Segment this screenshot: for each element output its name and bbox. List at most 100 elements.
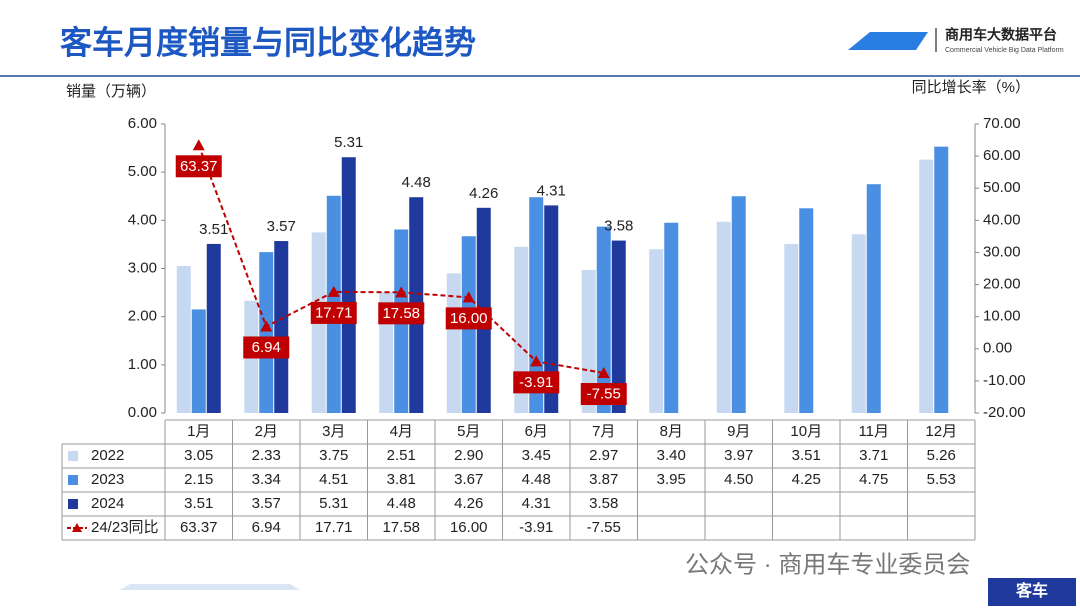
table-cell: 4.75	[859, 471, 888, 488]
y-tick-label: 3.00	[128, 259, 157, 276]
table-cell: 4.51	[319, 471, 348, 488]
x-tick-label: 3月	[322, 423, 345, 440]
bar	[446, 273, 461, 413]
table-cell: 17.71	[315, 519, 353, 536]
line-label-bg	[580, 383, 627, 406]
y-tick-label: 6.00	[128, 115, 157, 132]
x-tick-label: 11月	[858, 423, 889, 440]
table-cell: 3.75	[319, 447, 348, 464]
bar	[731, 196, 746, 413]
line-label: -7.55	[587, 385, 621, 402]
table-cell: 3.81	[387, 471, 416, 488]
legend-swatch	[68, 475, 78, 485]
y-tick-label: 4.00	[128, 211, 157, 228]
table-cell: 4.25	[792, 471, 821, 488]
bar	[544, 205, 559, 413]
line-label: 17.58	[382, 305, 420, 322]
table-cell: 2.97	[589, 447, 618, 464]
table-cell: 3.51	[184, 495, 213, 512]
bar-label: 3.57	[267, 218, 296, 235]
x-tick-label: 7月	[592, 423, 615, 440]
y2-tick-label: 70.00	[983, 115, 1021, 132]
bar	[611, 240, 626, 413]
table-cell: 3.95	[657, 471, 686, 488]
y2-tick-label: -20.00	[983, 404, 1026, 421]
y2-tick-label: 50.00	[983, 179, 1021, 196]
legend-label: 24/23同比	[91, 519, 159, 536]
bar	[596, 226, 611, 413]
line-marker	[192, 139, 205, 151]
table-cell: 3.97	[724, 447, 753, 464]
table-cell: -7.55	[587, 519, 621, 536]
y2-tick-label: 40.00	[983, 211, 1021, 228]
table-cell: 3.71	[859, 447, 888, 464]
y2-tick-label: 10.00	[983, 308, 1021, 325]
table-cell: 5.53	[927, 471, 956, 488]
table-cell: 3.45	[522, 447, 551, 464]
bar	[664, 222, 679, 413]
legend-label: 2024	[91, 495, 124, 512]
x-tick-label: 2月	[255, 423, 278, 440]
bar	[581, 269, 596, 413]
line-marker	[597, 367, 610, 379]
legend-marker	[72, 523, 82, 532]
line-label-bg	[243, 336, 290, 359]
line-marker	[327, 285, 340, 297]
y2-tick-label: 0.00	[983, 340, 1012, 357]
table-cell: 3.58	[589, 495, 618, 512]
footer-decor	[120, 584, 300, 590]
line-label: -3.91	[519, 374, 553, 391]
x-tick-label: 4月	[390, 423, 413, 440]
table-cell: 3.87	[589, 471, 618, 488]
bar-label: 4.48	[402, 174, 431, 191]
bar	[176, 266, 191, 413]
legend-label: 2023	[91, 471, 124, 488]
table-cell: 2.90	[454, 447, 483, 464]
table-cell: 17.58	[382, 519, 420, 536]
y-tick-label: 0.00	[128, 404, 157, 421]
bar	[799, 208, 814, 413]
legend-swatch	[68, 499, 78, 509]
table-cell: 3.05	[184, 447, 213, 464]
logo-mark	[848, 32, 928, 50]
bar	[529, 197, 544, 413]
table-cell: 4.48	[522, 471, 551, 488]
line-label: 17.71	[315, 304, 353, 321]
bar	[716, 221, 731, 413]
line-marker	[395, 286, 408, 298]
legend-swatch	[68, 451, 78, 461]
bar	[274, 241, 289, 413]
bar	[341, 157, 356, 413]
x-tick-label: 10月	[790, 423, 822, 440]
y2-tick-label: -10.00	[983, 372, 1026, 389]
table-cell: 16.00	[450, 519, 488, 536]
line-label-bg	[310, 301, 357, 324]
y-tick-label: 5.00	[128, 163, 157, 180]
title: 客车月度销量与同比变化趋势	[60, 24, 476, 60]
bar	[784, 243, 799, 413]
table-cell: 3.40	[657, 447, 686, 464]
line-label-bg	[378, 302, 425, 325]
bar-label: 3.58	[604, 218, 633, 235]
line-marker	[260, 320, 273, 332]
table-cell: 2.15	[184, 471, 213, 488]
logo-subtitle: Commercial Vehicle Big Data Platform	[945, 47, 1064, 54]
table-cell: 6.94	[252, 519, 281, 536]
x-tick-label: 1月	[187, 423, 210, 440]
line-label: 63.37	[180, 158, 218, 175]
table-cell: 3.57	[252, 495, 281, 512]
legend-label: 2022	[91, 447, 124, 464]
table-cell: 4.26	[454, 495, 483, 512]
y2-tick-label: 20.00	[983, 276, 1021, 293]
bar	[259, 252, 274, 413]
y2-tick-label: 30.00	[983, 243, 1021, 260]
footer-source: 公众号 · 商用车专业委员会	[685, 551, 970, 578]
x-tick-label: 9月	[727, 423, 750, 440]
y2-tick-label: 60.00	[983, 147, 1021, 164]
bar	[866, 184, 881, 413]
bar	[934, 146, 949, 413]
bar-label: 4.26	[469, 185, 498, 202]
y-tick-label: 1.00	[128, 356, 157, 373]
line-marker	[462, 291, 475, 303]
